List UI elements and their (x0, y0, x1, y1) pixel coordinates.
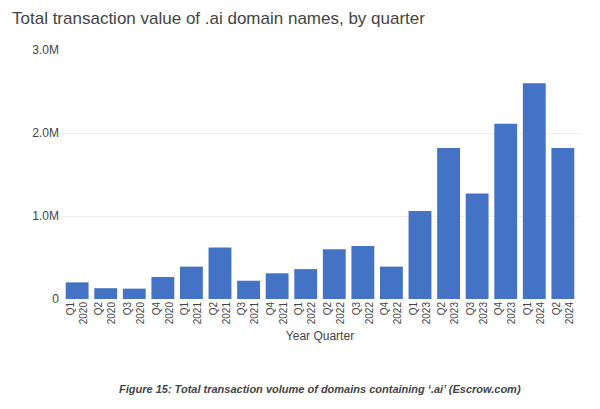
svg-text:Q12020: Q12020 (65, 302, 89, 325)
svg-text:Q42020: Q42020 (151, 302, 175, 325)
svg-text:Figure 15: Total transaction v: Figure 15: Total transaction volume of d… (119, 383, 521, 395)
svg-text:1.0M: 1.0M (32, 209, 59, 223)
svg-text:Q22021: Q22021 (208, 302, 232, 325)
svg-text:Q12021: Q12021 (179, 302, 203, 325)
svg-text:Q32022: Q32022 (351, 302, 375, 325)
svg-text:Q32023: Q32023 (465, 302, 489, 325)
svg-text:Q22024: Q22024 (551, 302, 575, 325)
svg-text:Q22020: Q22020 (93, 302, 117, 325)
svg-text:Q12023: Q12023 (408, 302, 432, 325)
svg-text:Q12022: Q12022 (293, 302, 317, 325)
svg-text:Q32021: Q32021 (236, 302, 260, 325)
svg-text:Year Quarter: Year Quarter (286, 329, 354, 343)
svg-text:2.0M: 2.0M (32, 126, 59, 140)
svg-text:Q12024: Q12024 (522, 302, 546, 325)
svg-text:Q22022: Q22022 (322, 302, 346, 325)
svg-text:Q42023: Q42023 (493, 302, 517, 325)
svg-text:Q32020: Q32020 (122, 302, 146, 325)
svg-text:Q42021: Q42021 (265, 302, 289, 325)
svg-text:Q22023: Q22023 (436, 302, 460, 325)
svg-text:3.0M: 3.0M (32, 43, 59, 57)
svg-text:0: 0 (52, 292, 59, 306)
svg-text:Q42022: Q42022 (379, 302, 403, 325)
svg-text:Total transaction value of .ai: Total transaction value of .ai domain na… (12, 9, 425, 28)
